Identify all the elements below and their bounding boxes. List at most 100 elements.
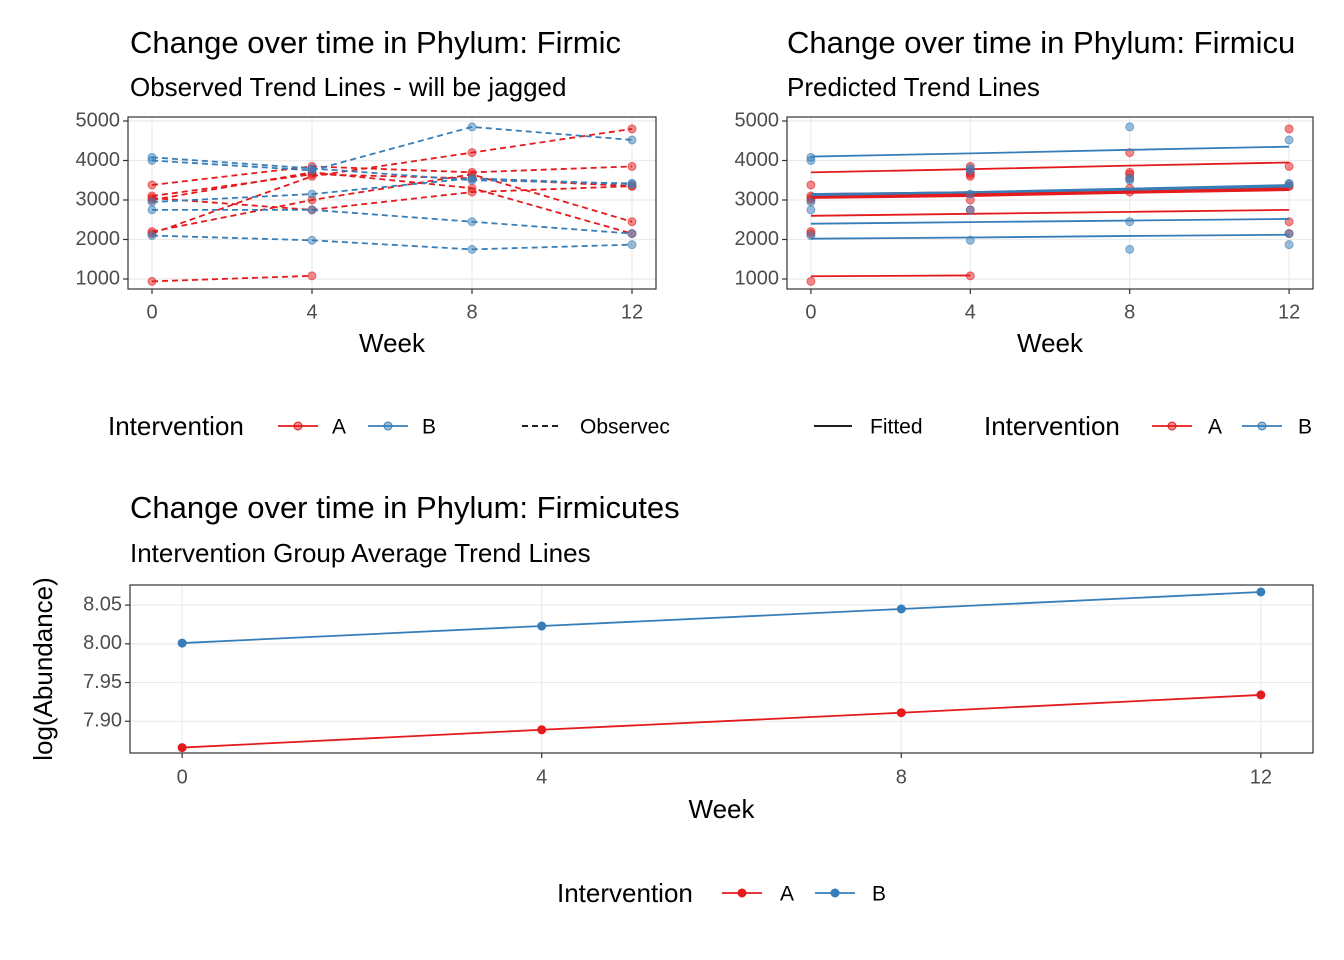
legend-title: Intervention xyxy=(984,411,1120,441)
data-point xyxy=(147,197,157,207)
data-point xyxy=(467,244,477,254)
y-tick-label: 4000 xyxy=(76,149,121,171)
data-point xyxy=(1284,135,1294,145)
data-point xyxy=(147,276,157,286)
fitted-line xyxy=(810,161,1290,174)
data-point xyxy=(896,708,906,718)
trend-line xyxy=(151,274,313,283)
data-point xyxy=(1125,244,1135,254)
trend-line xyxy=(182,694,1261,749)
plot-panel xyxy=(130,585,1313,753)
y-tick-label: 2000 xyxy=(735,228,780,250)
legend-label: Fitted xyxy=(870,416,923,439)
panel-border xyxy=(129,584,1314,754)
trend-line xyxy=(151,234,633,251)
data-point xyxy=(467,217,477,227)
data-point xyxy=(627,135,637,145)
data-point xyxy=(806,276,816,286)
fitted-line xyxy=(810,208,1290,217)
legend-key-point xyxy=(737,888,747,898)
data-point xyxy=(307,165,317,175)
trend-line xyxy=(151,128,633,235)
legend-label: A xyxy=(332,416,346,439)
x-tick-label: 0 xyxy=(805,301,816,323)
data-point xyxy=(627,124,637,134)
x-axis-title: Week xyxy=(1017,328,1084,358)
legend-key-point xyxy=(830,888,840,898)
data-point xyxy=(307,235,317,245)
chart-title: Change over time in Phylum: Firmic xyxy=(130,25,621,60)
legend-label: A xyxy=(780,883,794,906)
data-point xyxy=(147,180,157,190)
data-point xyxy=(627,217,637,227)
data-point xyxy=(1284,124,1294,134)
x-tick-label: 12 xyxy=(1278,301,1300,323)
data-point xyxy=(467,183,477,193)
data-point xyxy=(965,271,975,281)
x-tick-label: 8 xyxy=(466,301,477,323)
y-tick-label: 2000 xyxy=(76,228,121,250)
fitted-line xyxy=(810,274,971,278)
panel-border xyxy=(127,116,657,290)
data-point xyxy=(1284,229,1294,239)
x-tick-label: 8 xyxy=(896,766,907,788)
y-tick-label: 3000 xyxy=(735,188,780,210)
y-tick-label: 1000 xyxy=(735,267,780,289)
trend-line xyxy=(151,177,633,203)
y-tick-label: 1000 xyxy=(76,267,121,289)
legend-title: Intervention xyxy=(557,878,693,908)
data-point xyxy=(1256,587,1266,597)
legend-label: B xyxy=(1298,416,1312,439)
trend-line xyxy=(151,173,633,233)
data-point xyxy=(965,189,975,199)
fitted-line xyxy=(810,185,1290,197)
data-point xyxy=(965,165,975,175)
data-point xyxy=(467,122,477,132)
data-point xyxy=(806,231,816,241)
y-tick-label: 3000 xyxy=(76,188,121,210)
chart-subtitle: Intervention Group Average Trend Lines xyxy=(130,538,591,568)
panel-border xyxy=(786,116,1314,290)
legend-title: Intervention xyxy=(108,411,244,441)
legend-key-point xyxy=(383,421,393,431)
trend-line xyxy=(152,208,633,235)
chart-title: Change over time in Phylum: Firmicu xyxy=(787,25,1295,60)
x-tick-label: 0 xyxy=(146,301,157,323)
x-tick-label: 4 xyxy=(965,301,976,323)
x-tick-label: 4 xyxy=(536,766,547,788)
data-point xyxy=(1125,122,1135,132)
y-tick-label: 7.95 xyxy=(83,671,122,693)
y-tick-label: 8.00 xyxy=(83,632,122,654)
legend-label: B xyxy=(422,416,436,439)
data-point xyxy=(177,638,187,648)
data-point xyxy=(1284,179,1294,189)
plot-panel xyxy=(787,117,1313,289)
data-point xyxy=(177,743,187,753)
y-tick-label: 8.05 xyxy=(83,593,122,615)
chart-subtitle: Observed Trend Lines - will be jagged xyxy=(130,72,566,102)
chart-subtitle: Predicted Trend Lines xyxy=(787,72,1040,102)
fitted-line xyxy=(810,233,1290,240)
legend-label: B xyxy=(872,883,886,906)
x-axis-title: Week xyxy=(359,328,426,358)
trend-line xyxy=(151,185,633,211)
fitted-line xyxy=(810,218,1290,225)
data-point xyxy=(806,155,816,165)
legend-key-point xyxy=(1167,421,1177,431)
chart-title: Change over time in Phylum: Firmicutes xyxy=(130,490,680,525)
x-tick-label: 12 xyxy=(621,301,643,323)
x-tick-label: 4 xyxy=(306,301,317,323)
legend-key-point xyxy=(1257,421,1267,431)
data-point xyxy=(965,205,975,215)
trend-line xyxy=(151,126,633,172)
data-point xyxy=(806,205,816,215)
x-axis-title: Week xyxy=(689,794,756,824)
data-point xyxy=(627,161,637,171)
x-tick-label: 8 xyxy=(1124,301,1135,323)
fitted-line xyxy=(810,188,1290,198)
trend-line xyxy=(151,171,633,235)
data-point xyxy=(627,179,637,189)
data-point xyxy=(467,173,477,183)
data-point xyxy=(147,231,157,241)
